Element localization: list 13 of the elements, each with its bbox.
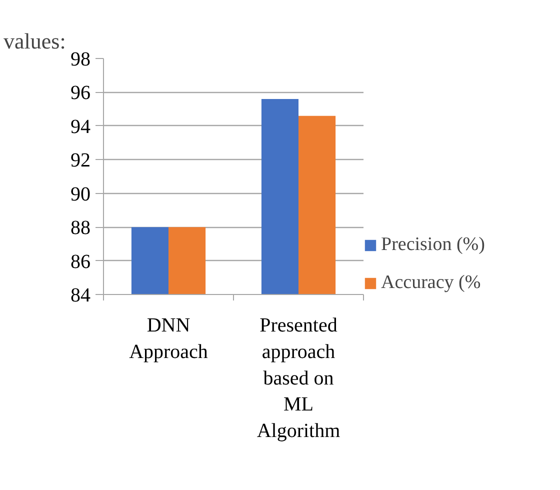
y-tick-label: 84	[70, 284, 90, 306]
y-tick-label: 92	[70, 150, 90, 172]
legend-label: Accuracy (%	[381, 272, 481, 294]
y-tick-label: 94	[70, 116, 90, 138]
text: values:	[4, 28, 66, 54]
y-tick-label: 90	[70, 183, 90, 206]
x-tick-label: Presented approach based on ML Algorithm	[256, 314, 341, 442]
legend-label: Precision (%)	[381, 234, 485, 256]
y-tick-label: 96	[70, 82, 90, 104]
y-tick-label: 86	[70, 250, 90, 273]
x-tick-label: DNN Approach	[129, 314, 208, 363]
y-tick-label: 98	[70, 48, 90, 70]
y-tick-label: 88	[70, 217, 90, 240]
